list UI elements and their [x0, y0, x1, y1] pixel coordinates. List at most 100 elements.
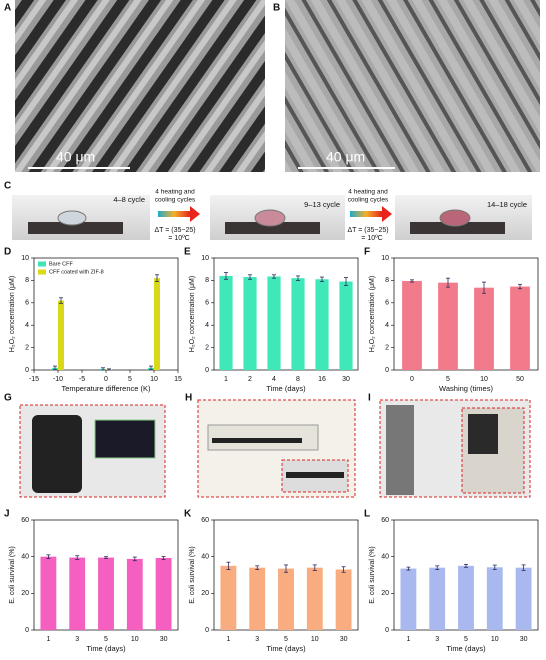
y-tick-label: 60 [21, 517, 29, 524]
x-tick-label: 5 [446, 376, 450, 383]
x-tick-label: 50 [516, 376, 524, 383]
x-axis-label: Time (days) [446, 644, 486, 653]
y-tick-label: 8 [25, 277, 29, 284]
x-tick-label: 30 [160, 636, 168, 643]
panel-label: I [368, 393, 371, 404]
x-tick-label: 10 [491, 636, 499, 643]
y-axis-label: H₂O₂ concentration (μM) [369, 276, 376, 352]
sem-image [285, 0, 540, 172]
y-tick-label: 0 [205, 367, 209, 374]
y-tick-label: 4 [385, 322, 389, 329]
panel-label: C [4, 181, 11, 192]
y-tick-label: 20 [201, 590, 209, 597]
bar [438, 282, 458, 370]
y-tick-label: 0 [205, 627, 209, 634]
x-tick-label: 3 [255, 636, 259, 643]
y-tick-label: 0 [385, 627, 389, 634]
step-label: cooling cycles [348, 197, 389, 204]
plot-frame [213, 257, 359, 371]
bar [458, 565, 474, 630]
x-axis-label: Washing (times) [439, 384, 493, 393]
x-tick-label: -5 [79, 376, 85, 383]
x-tick-label: -10 [53, 376, 63, 383]
y-tick-label: 20 [21, 590, 29, 597]
bar [400, 568, 417, 630]
plot-frame [393, 257, 539, 371]
y-axis-label: H₂O₂ concentration (μM) [9, 276, 16, 352]
x-tick-label: 1 [406, 636, 410, 643]
bar [154, 278, 160, 370]
x-tick-label: 5 [464, 636, 468, 643]
x-tick-label: 3 [75, 636, 79, 643]
sem-image [15, 0, 265, 172]
x-tick-label: 2 [248, 376, 252, 383]
x-tick-label: 15 [174, 376, 182, 383]
bar [219, 275, 233, 370]
bar [335, 569, 352, 630]
legend-label: Bare CFF [49, 261, 73, 267]
y-tick-label: 8 [385, 277, 389, 284]
y-tick-label: 40 [381, 554, 389, 561]
bar [69, 557, 86, 630]
y-tick-label: 2 [385, 344, 389, 351]
legend-label: CFF coated with ZIF-8 [49, 269, 104, 275]
x-tick-label: 16 [318, 376, 326, 383]
x-tick-label: 10 [311, 636, 319, 643]
y-tick-label: 10 [21, 255, 29, 262]
bar [58, 300, 64, 370]
y-tick-label: 20 [381, 590, 389, 597]
x-tick-label: -15 [29, 376, 39, 383]
x-tick-label: 3 [435, 636, 439, 643]
bar [429, 567, 446, 630]
y-tick-label: 0 [385, 367, 389, 374]
panel-label: L [364, 509, 370, 520]
panel-label: D [4, 247, 11, 258]
bar [267, 276, 281, 370]
y-axis-label: E. coli survival (%) [369, 546, 376, 604]
bar [243, 277, 257, 370]
delta-label: = 10ºC [168, 235, 189, 242]
bar [515, 567, 532, 630]
y-tick-label: 60 [381, 517, 389, 524]
x-tick-label: 5 [128, 376, 132, 383]
bar [40, 556, 57, 630]
y-tick-label: 6 [385, 300, 389, 307]
x-tick-label: 30 [342, 376, 350, 383]
bar [249, 567, 266, 630]
x-tick-label: 5 [284, 636, 288, 643]
bar [98, 557, 114, 630]
y-tick-label: 6 [25, 300, 29, 307]
bar [155, 557, 172, 630]
x-tick-label: 30 [520, 636, 528, 643]
panel-label: B [273, 3, 280, 14]
legend-swatch [38, 269, 46, 275]
y-tick-label: 2 [205, 344, 209, 351]
x-axis-label: Temperature difference (K) [61, 384, 151, 393]
y-tick-label: 40 [21, 554, 29, 561]
bar [220, 565, 237, 630]
x-axis-label: Time (days) [266, 384, 306, 393]
x-tick-label: 1 [46, 636, 50, 643]
process-photos [12, 195, 532, 240]
bar [291, 278, 305, 370]
x-tick-label: 0 [410, 376, 414, 383]
x-tick-label: 1 [226, 636, 230, 643]
y-tick-label: 10 [381, 255, 389, 262]
y-axis-label: H₂O₂ concentration (μM) [189, 276, 196, 352]
x-tick-label: 10 [150, 376, 158, 383]
stage-label: 4–8 cycle [113, 195, 145, 204]
panel-label: H [185, 393, 192, 404]
y-tick-label: 2 [25, 344, 29, 351]
delta-label: = 10ºC [361, 235, 382, 242]
x-axis-label: Time (days) [266, 644, 306, 653]
x-tick-label: 1 [224, 376, 228, 383]
y-tick-label: 40 [201, 554, 209, 561]
x-tick-label: 30 [340, 636, 348, 643]
legend-swatch [38, 261, 46, 267]
bar [474, 287, 494, 370]
y-tick-label: 4 [205, 322, 209, 329]
y-axis-label: E. coli survival (%) [189, 546, 196, 604]
panel-label: A [4, 3, 11, 14]
bar [402, 280, 422, 370]
